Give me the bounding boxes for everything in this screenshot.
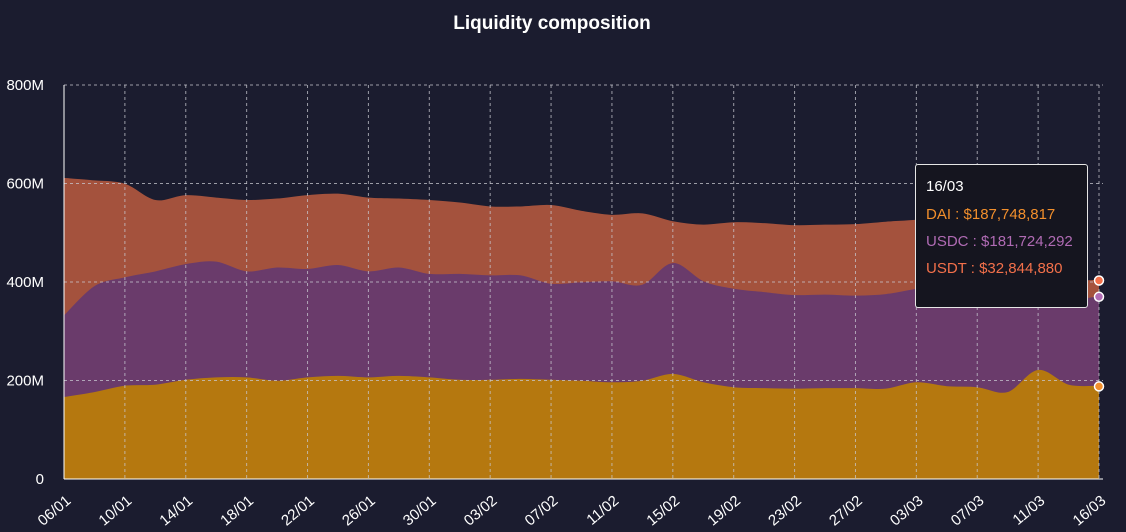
x-axis: 06/01 10/01 14/01 18/01 22/01 26/01 30/01 03/02… [35,492,1110,529]
x-tick-label: 15/02 [643,492,683,529]
tooltip-row-dai: DAI : $187,748,817 [926,206,1056,223]
area-dai [64,370,1099,479]
line-dai [63,369,1100,399]
x-tick-label: 07/02 [522,492,562,529]
x-tick-label: 23/02 [765,492,805,529]
x-tick-label: 03/03 [887,492,927,529]
tooltip-date: 16/03 [926,178,964,195]
x-tick-label: 26/01 [339,492,379,529]
x-tick-label: 16/03 [1070,492,1110,529]
x-tick-label: 30/01 [400,492,440,529]
x-tick-label: 19/02 [704,492,744,529]
y-tick-label: 0 [36,471,44,488]
y-tick-label: 200M [6,373,44,390]
x-tick-label: 03/02 [461,492,501,529]
x-tick-label: 10/01 [95,492,135,529]
x-tick-label: 27/02 [826,492,866,529]
hover-markers [1093,275,1105,392]
marker-usdc [1093,291,1105,303]
tooltip-row-usdt: USDT : $32,844,880 [926,260,1063,277]
y-tick-label: 400M [6,274,44,291]
x-tick-label: 18/01 [217,492,257,529]
tooltip: 16/03 DAI : $187,748,817 USDC : $181,724… [915,164,1088,308]
tooltip-row-usdc: USDC : $181,724,292 [926,233,1073,250]
y-tick-label: 600M [6,176,44,193]
marker-usdt [1093,275,1105,286]
chart-title: Liquidity composition [453,13,650,34]
marker-dai [1093,381,1105,392]
x-tick-label: 11/03 [1010,492,1049,528]
x-tick-label: 14/01 [156,492,196,529]
x-tick-label: 07/03 [948,492,988,529]
y-tick-label: 800M [6,77,44,94]
x-tick-label: 11/02 [583,492,622,528]
y-axis: 0 200M 400M 600M 800M [6,77,44,488]
x-tick-label: 06/01 [35,492,75,529]
x-tick-label: 22/01 [278,492,318,529]
